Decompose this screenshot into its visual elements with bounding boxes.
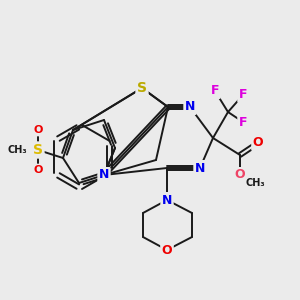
Text: N: N: [162, 194, 172, 206]
Text: O: O: [235, 169, 245, 182]
Text: CH₃: CH₃: [245, 178, 265, 188]
Text: O: O: [33, 125, 43, 135]
Text: CH₃: CH₃: [7, 145, 27, 155]
Text: O: O: [253, 136, 263, 149]
Text: O: O: [33, 165, 43, 175]
Text: O: O: [162, 244, 172, 256]
Text: F: F: [211, 85, 219, 98]
Text: N: N: [195, 161, 205, 175]
Text: N: N: [99, 169, 109, 182]
Text: F: F: [239, 116, 247, 128]
Text: S: S: [33, 143, 43, 157]
Text: S: S: [137, 81, 147, 95]
Text: N: N: [185, 100, 195, 113]
Text: F: F: [239, 88, 247, 101]
